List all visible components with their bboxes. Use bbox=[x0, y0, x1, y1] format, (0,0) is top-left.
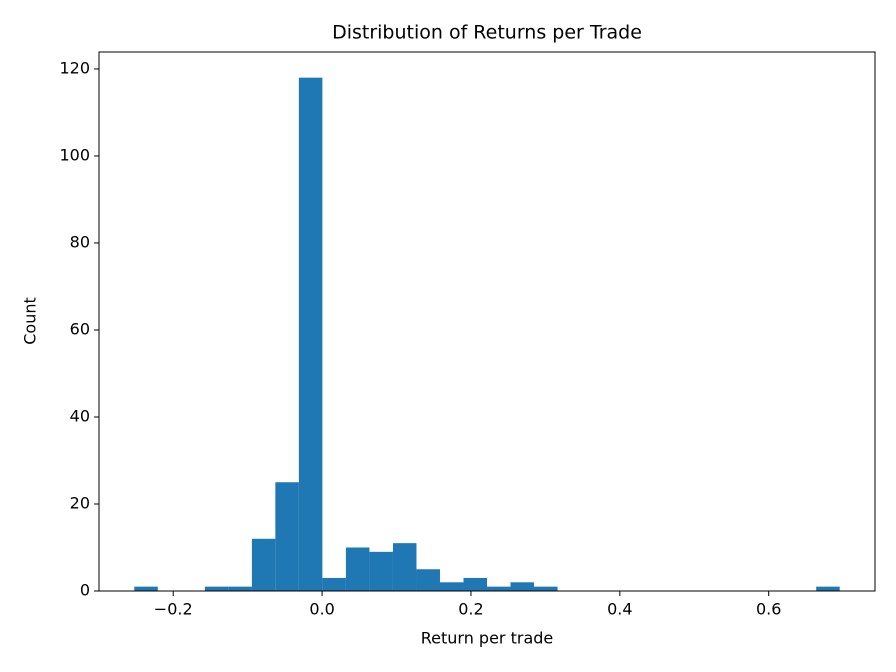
chart-title: Distribution of Returns per Trade bbox=[332, 22, 642, 44]
x-tick-label: 0.2 bbox=[458, 600, 483, 619]
bar bbox=[275, 482, 299, 591]
y-tick-label: 40 bbox=[70, 406, 90, 425]
bar bbox=[816, 586, 840, 591]
bar bbox=[134, 586, 158, 591]
x-tick-label: 0.6 bbox=[756, 600, 781, 619]
bar bbox=[228, 586, 252, 591]
bar bbox=[534, 586, 558, 591]
y-tick-label: 120 bbox=[59, 58, 90, 77]
y-tick-label: 80 bbox=[70, 232, 90, 251]
bar bbox=[463, 577, 488, 591]
y-tick-label: 100 bbox=[59, 145, 90, 164]
bar bbox=[369, 551, 393, 591]
y-tick-label: 0 bbox=[80, 581, 90, 600]
bar bbox=[439, 582, 464, 591]
x-tick-label: 0.4 bbox=[607, 600, 632, 619]
bar bbox=[345, 547, 370, 591]
x-axis-label: Return per trade bbox=[421, 629, 554, 648]
bar bbox=[510, 582, 535, 591]
y-tick-label: 20 bbox=[70, 493, 90, 512]
bar bbox=[251, 538, 276, 591]
plot-frame bbox=[98, 51, 876, 592]
x-tick-label: 0.0 bbox=[309, 600, 334, 619]
bar bbox=[322, 577, 346, 591]
bar bbox=[487, 586, 511, 591]
bar bbox=[204, 586, 229, 591]
x-tick-label: −0.2 bbox=[154, 600, 193, 619]
bar bbox=[392, 543, 417, 591]
bar bbox=[416, 569, 440, 591]
y-tick-label: 60 bbox=[70, 319, 90, 338]
y-axis-label: Count bbox=[21, 297, 40, 345]
bar bbox=[298, 77, 323, 591]
